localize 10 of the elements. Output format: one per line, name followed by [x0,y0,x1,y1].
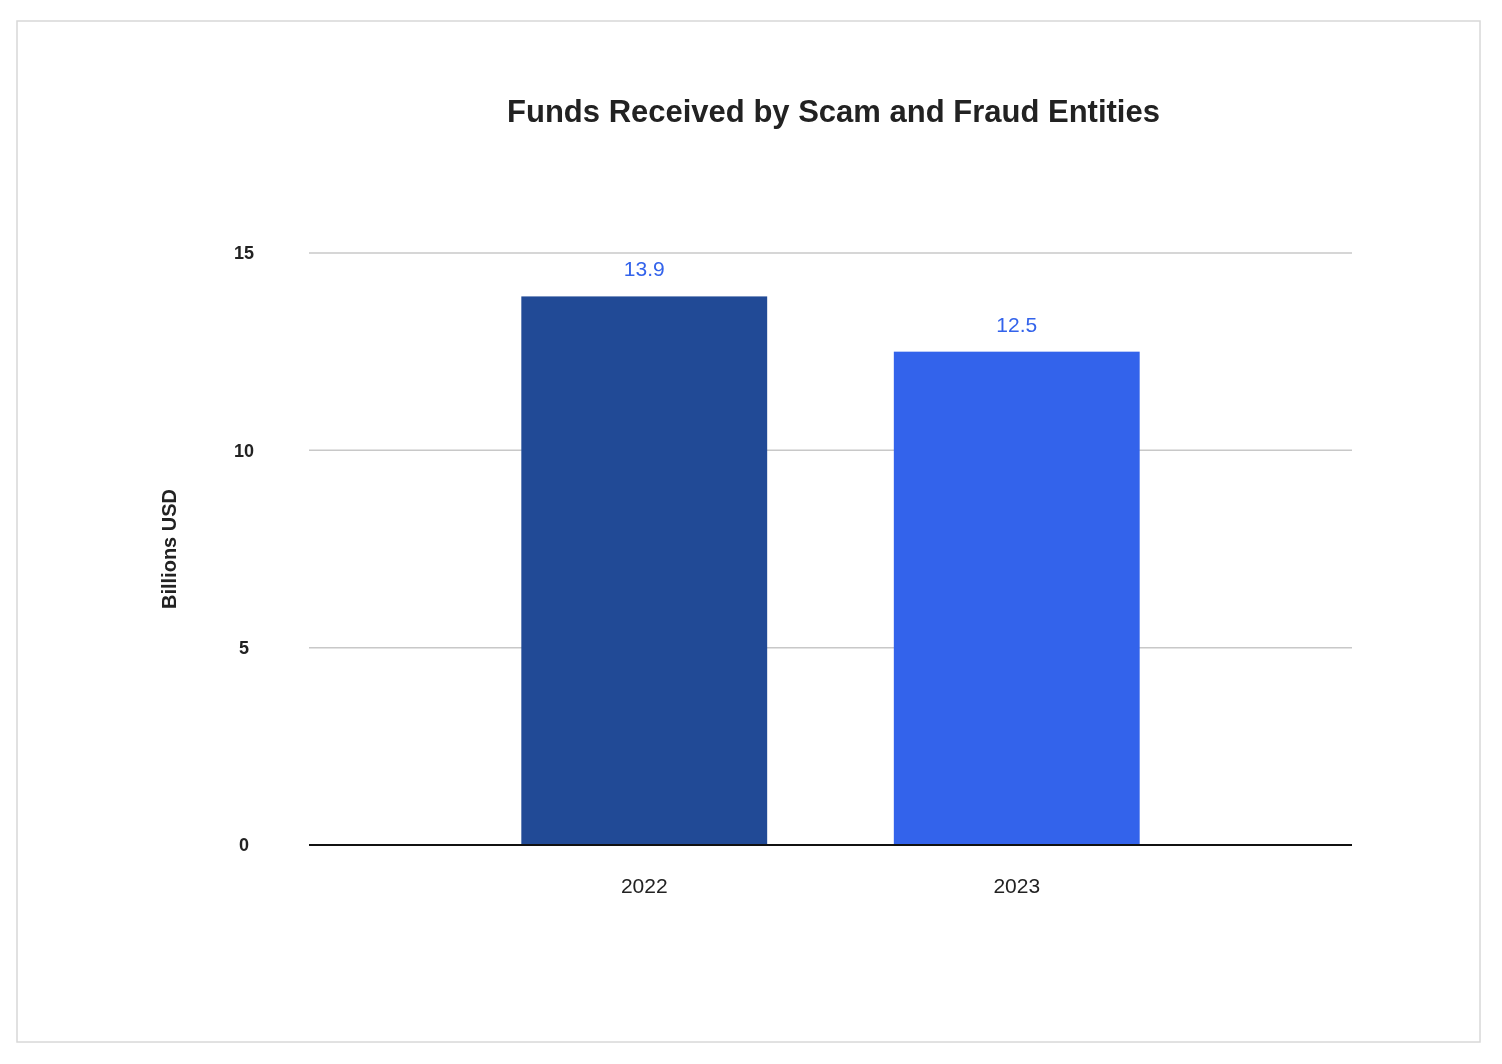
chart-title: Funds Received by Scam and Fraud Entities [507,94,1160,129]
x-tick-label: 2023 [993,874,1041,897]
y-axis-title: Billions USD [158,488,180,610]
y-tick-label: 5 [238,637,250,658]
data-label: 13.9 [623,257,665,281]
data-label: 12.5 [996,312,1038,336]
x-tick-label: 2022 [620,874,668,897]
y-tick-label: 15 [233,243,255,264]
y-tick-label: 10 [233,440,255,461]
y-tick-label: 0 [238,835,250,856]
